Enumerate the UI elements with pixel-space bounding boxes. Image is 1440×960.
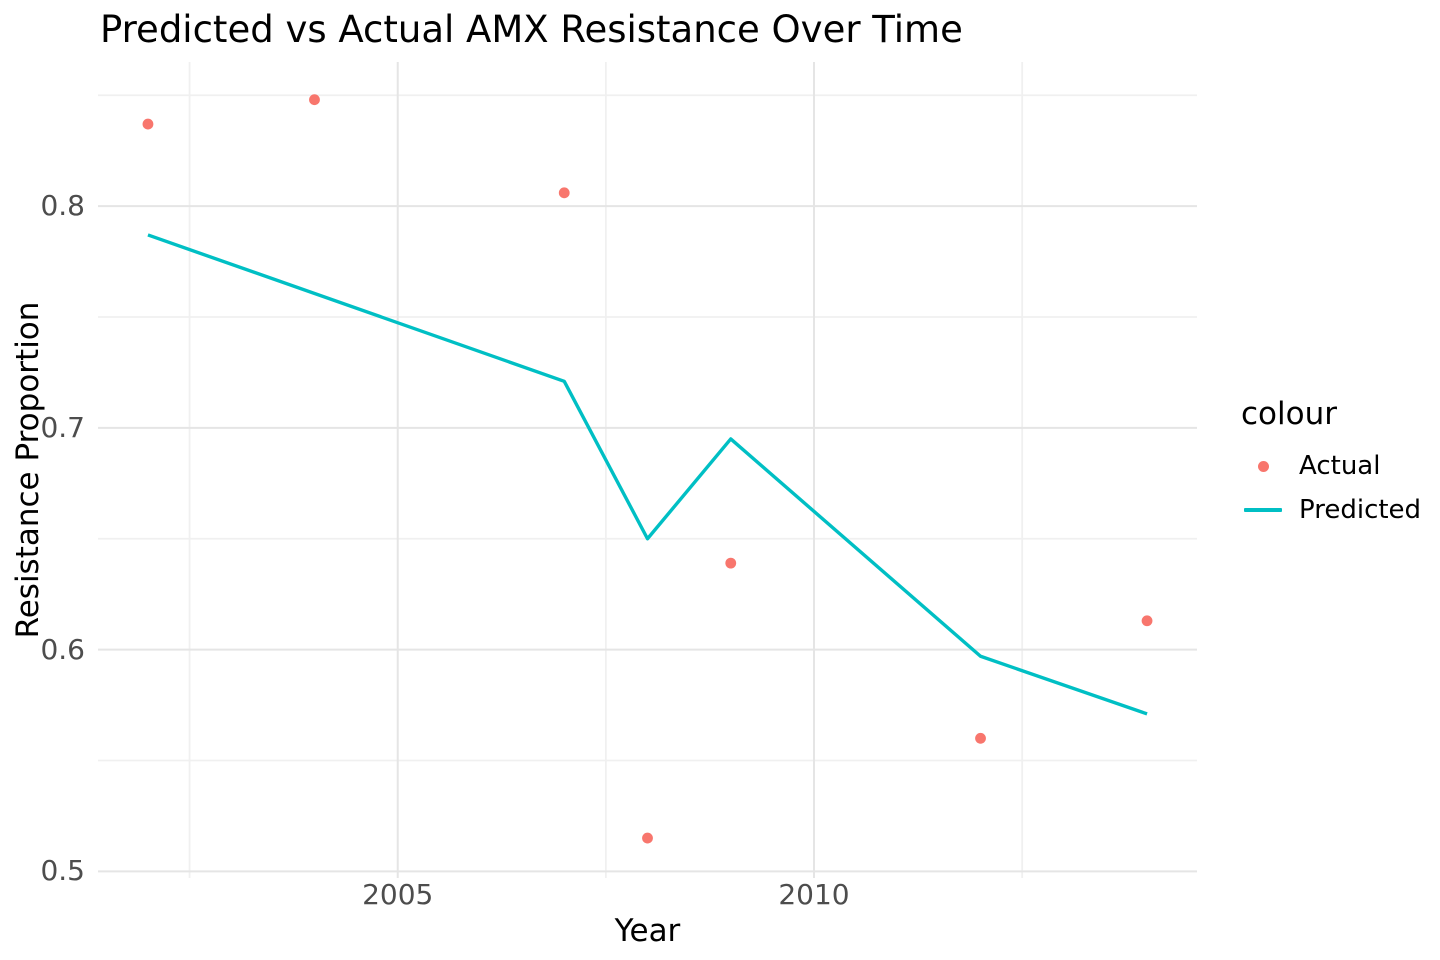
y-axis-title: Resistance Proportion [10,301,46,639]
y-tick-label: 0.7 [40,410,85,444]
actual-point [1141,615,1153,627]
actual-point [142,118,154,130]
x-axis-title: Year [614,913,681,949]
line-swatch-icon [1244,508,1282,512]
actual-point [642,832,653,844]
legend: colour Actual Predicted [1241,396,1421,532]
y-tick-label: 0.5 [40,854,85,888]
chart-title: Predicted vs Actual AMX Resistance Over … [100,8,963,51]
predicted-line [147,233,1148,716]
y-tick-label: 0.8 [40,189,85,223]
plot-panel [98,62,1197,878]
point-swatch-icon [1257,460,1269,472]
actual-point [309,94,320,106]
legend-label: Actual [1299,451,1381,481]
legend-items: Actual Predicted [1241,444,1421,532]
legend-point-key-icon [1244,447,1282,485]
x-tick-label: 2005 [362,878,434,911]
actual-point [558,187,570,199]
actual-point [975,732,986,744]
y-tick-label: 0.6 [40,632,85,666]
legend-item-predicted: Predicted [1241,488,1421,532]
x-tick-label: 2010 [778,878,850,911]
legend-title: colour [1241,396,1337,432]
legend-label: Predicted [1299,495,1422,525]
legend-item-actual: Actual [1241,444,1421,488]
legend-line-key-icon [1244,491,1282,529]
actual-point [725,557,737,569]
